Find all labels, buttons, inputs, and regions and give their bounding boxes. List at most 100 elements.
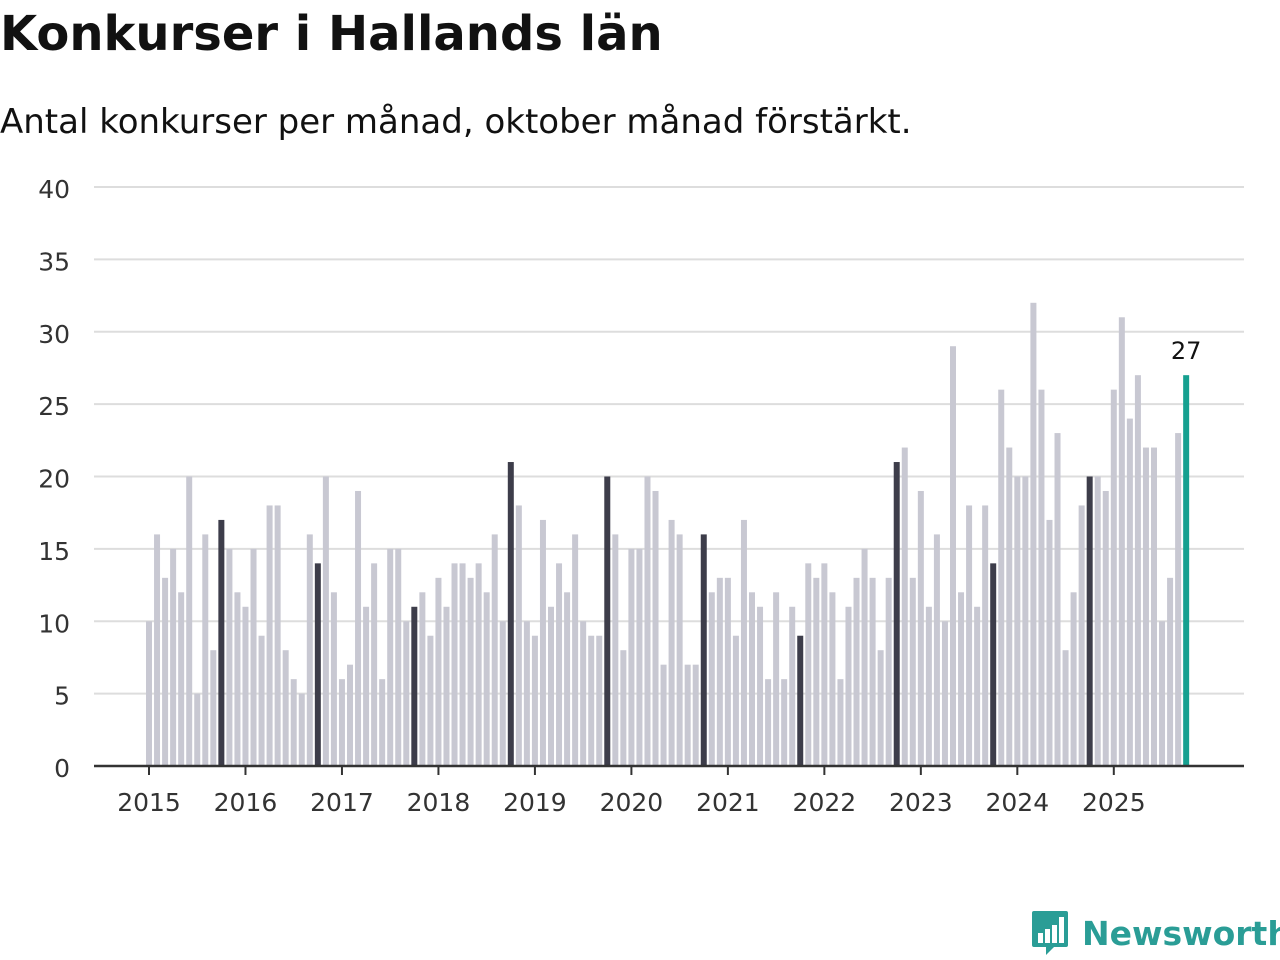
bar — [186, 476, 193, 766]
bar — [757, 606, 764, 766]
bar — [539, 519, 546, 766]
bar — [1038, 389, 1045, 766]
bar — [403, 621, 410, 766]
bar — [1086, 476, 1093, 766]
bar — [676, 534, 683, 766]
bar — [1054, 433, 1061, 766]
y-tick-label: 10 — [38, 609, 70, 638]
bar — [298, 693, 305, 766]
bar — [1022, 476, 1029, 766]
bar — [628, 548, 635, 766]
bar — [821, 563, 828, 766]
bar — [1110, 389, 1117, 766]
bar — [974, 606, 981, 766]
bar — [982, 505, 989, 766]
bar — [363, 606, 370, 766]
bar — [789, 606, 796, 766]
x-tick-label: 2019 — [503, 788, 567, 817]
bar — [901, 447, 908, 766]
bar — [266, 505, 273, 766]
bar — [306, 534, 313, 766]
bar — [419, 592, 426, 766]
bar — [483, 592, 490, 766]
bar — [1126, 418, 1133, 766]
bar — [692, 664, 699, 766]
x-tick-label: 2024 — [986, 788, 1050, 817]
bar — [1094, 476, 1101, 766]
bar — [258, 635, 265, 766]
bar — [925, 606, 932, 766]
brand-name: Newsworthy — [1082, 913, 1280, 953]
brand: Newsworthy — [1030, 906, 1280, 960]
bar — [950, 346, 956, 766]
bar — [1134, 375, 1141, 766]
bar — [1142, 447, 1149, 766]
bar — [845, 606, 852, 766]
bar — [684, 664, 691, 766]
bar — [1102, 490, 1109, 766]
bar — [314, 563, 321, 766]
bar — [604, 476, 611, 766]
bar — [966, 505, 973, 766]
bar — [202, 534, 209, 766]
bar — [347, 664, 353, 766]
bar — [226, 548, 233, 766]
bar — [660, 664, 667, 766]
x-tick-label: 2020 — [600, 788, 664, 817]
bar — [1175, 433, 1182, 766]
bar — [765, 679, 772, 766]
x-tick-label: 2025 — [1082, 788, 1146, 817]
x-tick-label: 2023 — [889, 788, 953, 817]
bar — [427, 635, 434, 766]
y-tick-label: 5 — [54, 682, 70, 711]
bar — [708, 592, 715, 766]
y-tick-label: 20 — [38, 465, 70, 494]
bar — [861, 548, 868, 766]
bar — [548, 606, 554, 766]
bar — [668, 519, 675, 766]
bar — [1014, 476, 1021, 766]
bar — [1159, 621, 1166, 766]
bar — [636, 548, 643, 766]
bar — [1030, 302, 1037, 766]
bar — [178, 592, 185, 766]
bar — [990, 563, 997, 766]
bar — [580, 621, 587, 766]
bar — [170, 548, 177, 766]
bar — [644, 476, 651, 766]
bar — [1118, 317, 1125, 766]
bar — [330, 592, 337, 766]
bar — [523, 621, 530, 766]
bar — [355, 490, 362, 766]
x-tick-label: 2021 — [696, 788, 760, 817]
bar — [588, 635, 595, 766]
bar — [941, 621, 948, 766]
bar — [612, 534, 619, 766]
y-tick-label: 15 — [38, 537, 70, 566]
bar — [338, 679, 345, 766]
bar — [443, 606, 450, 766]
bar — [596, 635, 603, 766]
bar — [515, 505, 522, 766]
y-tick-label: 30 — [38, 320, 70, 349]
bar — [218, 519, 225, 766]
newsworthy-logo-icon — [1032, 911, 1068, 955]
bar — [274, 505, 281, 766]
bar — [556, 563, 563, 766]
bar — [282, 650, 289, 766]
bar — [459, 563, 466, 766]
bar — [797, 635, 804, 766]
chart-title: Konkurser i Hallands län — [0, 6, 663, 62]
x-tick-label: 2022 — [793, 788, 857, 817]
bar — [732, 635, 739, 766]
bar — [998, 389, 1005, 766]
bar — [837, 679, 844, 766]
bar — [933, 534, 940, 766]
bar — [162, 577, 169, 766]
bar — [531, 635, 538, 766]
bar — [652, 490, 659, 766]
bar — [572, 534, 579, 766]
bar — [435, 577, 442, 766]
bar — [620, 650, 627, 766]
